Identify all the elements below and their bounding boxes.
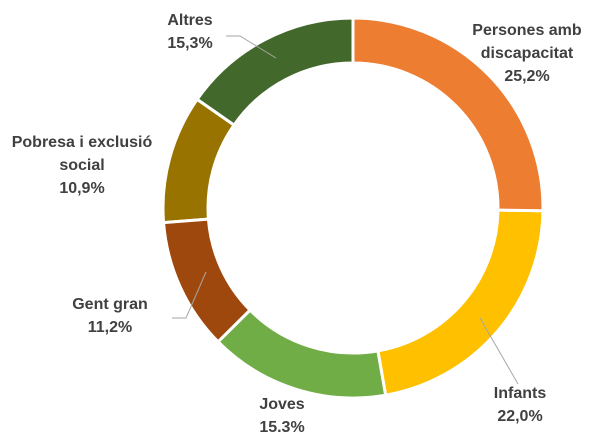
data-label: Pobresa i exclusió social 10,9% <box>7 131 157 200</box>
data-label: Gent gran 11,2% <box>60 293 160 339</box>
data-label: Infants 22,0% <box>480 382 560 428</box>
value-label: 10,9% <box>59 180 105 197</box>
data-label: Joves 15.3% <box>242 393 322 434</box>
category-label: Persones amb discapacitat <box>472 22 582 62</box>
donut-segment <box>376 208 545 397</box>
category-label: Joves <box>259 396 305 413</box>
category-label: Infants <box>493 385 547 402</box>
category-label: Pobresa i exclusió social <box>11 134 153 174</box>
category-label: Altres <box>167 12 213 29</box>
value-label: 25,2% <box>504 68 550 85</box>
donut-segment <box>216 308 388 400</box>
donut-segment <box>351 16 545 213</box>
leader-line <box>226 35 277 59</box>
value-label: 15.3% <box>259 419 305 434</box>
leader-line <box>172 271 207 319</box>
donut-segment <box>161 217 253 344</box>
data-label: Altres 15,3% <box>150 9 230 55</box>
value-label: 22,0% <box>497 408 543 425</box>
category-label: Gent gran <box>72 296 148 313</box>
leader-line <box>479 317 519 385</box>
data-label: Persones amb discapacitat 25,2% <box>462 19 592 88</box>
donut-segment <box>161 97 237 225</box>
value-label: 11,2% <box>87 319 133 336</box>
value-label: 15,3% <box>167 35 213 52</box>
